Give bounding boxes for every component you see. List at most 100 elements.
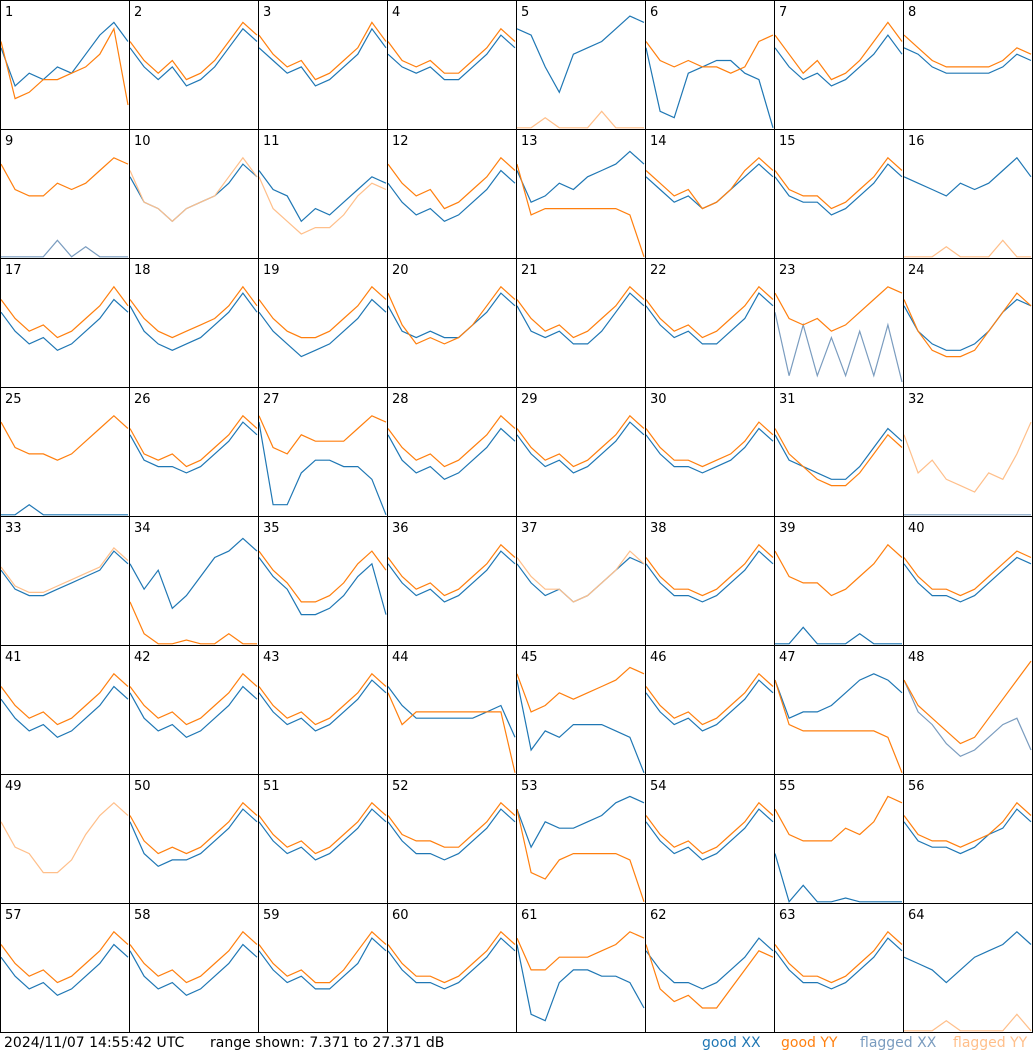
spectrum-line: [516, 15, 645, 94]
panel: 10: [129, 129, 259, 259]
spectrum-line: [258, 808, 387, 861]
panel: 14: [645, 129, 775, 259]
spectrum-line: [258, 550, 387, 603]
spectrum-line: [516, 550, 645, 603]
panel-title: 8: [908, 5, 916, 20]
spectrum-line: [258, 21, 387, 81]
panel: 30: [645, 387, 775, 517]
spectrum-line: [0, 157, 129, 197]
panel: 33: [0, 516, 130, 646]
panel: 55: [774, 774, 904, 904]
panel-title: 31: [779, 392, 796, 407]
panel: 50: [129, 774, 259, 904]
spectrum-line: [387, 801, 516, 848]
spectrum-line: [645, 808, 774, 861]
spectrum-line: [775, 626, 902, 645]
spectrum-line: [516, 795, 645, 849]
panel: 7: [774, 0, 904, 130]
spectrum-line: [387, 808, 516, 861]
panel: 53: [516, 774, 646, 904]
panel: 52: [387, 774, 517, 904]
range-note: range shown: 7.371 to 27.371 dB: [210, 1035, 444, 1051]
panel: 40: [903, 516, 1033, 646]
panel: 27: [258, 387, 388, 517]
spectrum-line: [774, 163, 903, 216]
panel: 11: [258, 129, 388, 259]
panel-title: 30: [650, 392, 667, 407]
panel: 60: [387, 903, 517, 1033]
spectrum-line: [904, 239, 1031, 258]
spectrum-line: [516, 944, 645, 1022]
panel: 31: [774, 387, 904, 517]
panel: 5: [516, 0, 646, 130]
panel-title: 19: [263, 263, 280, 278]
spectrum-line: [129, 801, 258, 855]
spectrum-line: [387, 169, 516, 223]
spectrum-line: [129, 421, 258, 474]
spectrum-line: [645, 801, 774, 855]
spectrum-line: [774, 543, 903, 597]
panel-title: 26: [134, 392, 151, 407]
spectrum-line: [129, 930, 258, 984]
spectrum-line: [774, 679, 903, 774]
panel: 13: [516, 129, 646, 259]
panel-title: 4: [392, 5, 400, 20]
panel-border: [0, 129, 130, 259]
panel: 29: [516, 387, 646, 517]
panel-title: 53: [521, 779, 538, 794]
panel-title: 27: [263, 392, 280, 407]
panel-title: 17: [5, 263, 22, 278]
spectrum-line: [516, 808, 645, 902]
spectrum-line: [516, 679, 645, 774]
spectrum-line: [516, 163, 645, 257]
spectrum-line: [517, 110, 644, 129]
panel-title: 24: [908, 263, 925, 278]
spectrum-line: [387, 27, 516, 74]
spectrum-line: [387, 427, 516, 481]
panel: 58: [129, 903, 259, 1033]
panel: 49: [0, 774, 130, 904]
timestamp: 2024/11/07 14:55:42 UTC: [4, 1035, 184, 1051]
spectrum-line: [516, 150, 645, 203]
spectrum-line: [129, 601, 257, 645]
spectrum-line: [1, 239, 128, 258]
panel-title: 44: [392, 650, 409, 665]
panel-title: 10: [134, 134, 151, 149]
panel: 3: [258, 0, 388, 130]
spectrum-line: [387, 543, 516, 597]
spectrum-line: [516, 285, 645, 339]
panel: 47: [774, 645, 904, 775]
panel-title: 57: [5, 908, 22, 923]
panel: 21: [516, 258, 646, 388]
spectrum-line: [774, 427, 903, 480]
panel-title: 41: [5, 650, 22, 665]
spectrum-line: [0, 672, 129, 726]
panel: 26: [129, 387, 259, 517]
panel: 9: [0, 129, 130, 259]
panel-title: 7: [779, 5, 787, 20]
spectrum-line: [129, 285, 258, 339]
panel: 41: [0, 645, 130, 775]
spectrum-line: [129, 163, 258, 223]
spectrum-line: [0, 285, 129, 339]
spectrum-line: [645, 944, 774, 1009]
panel-title: 50: [134, 779, 151, 794]
spectrum-line: [0, 547, 129, 594]
spectrum-line: [645, 285, 774, 339]
spectrum-line: [387, 930, 516, 984]
spectrum-line: [258, 930, 387, 984]
panel-title: 15: [779, 134, 796, 149]
spectrum-line: [129, 685, 258, 739]
spectrum-line: [1, 503, 128, 516]
panel-title: 62: [650, 908, 667, 923]
panel-title: 49: [5, 779, 22, 794]
legend-entry: flagged YY: [953, 1035, 1028, 1051]
panel-title: 18: [134, 263, 151, 278]
panel-title: 61: [521, 908, 538, 923]
panel-title: 6: [650, 5, 658, 20]
spectrum-line: [129, 21, 258, 81]
panel: 43: [258, 645, 388, 775]
spectrum-line: [0, 414, 129, 461]
spectrum-line: [387, 937, 516, 990]
panel-title: 60: [392, 908, 409, 923]
